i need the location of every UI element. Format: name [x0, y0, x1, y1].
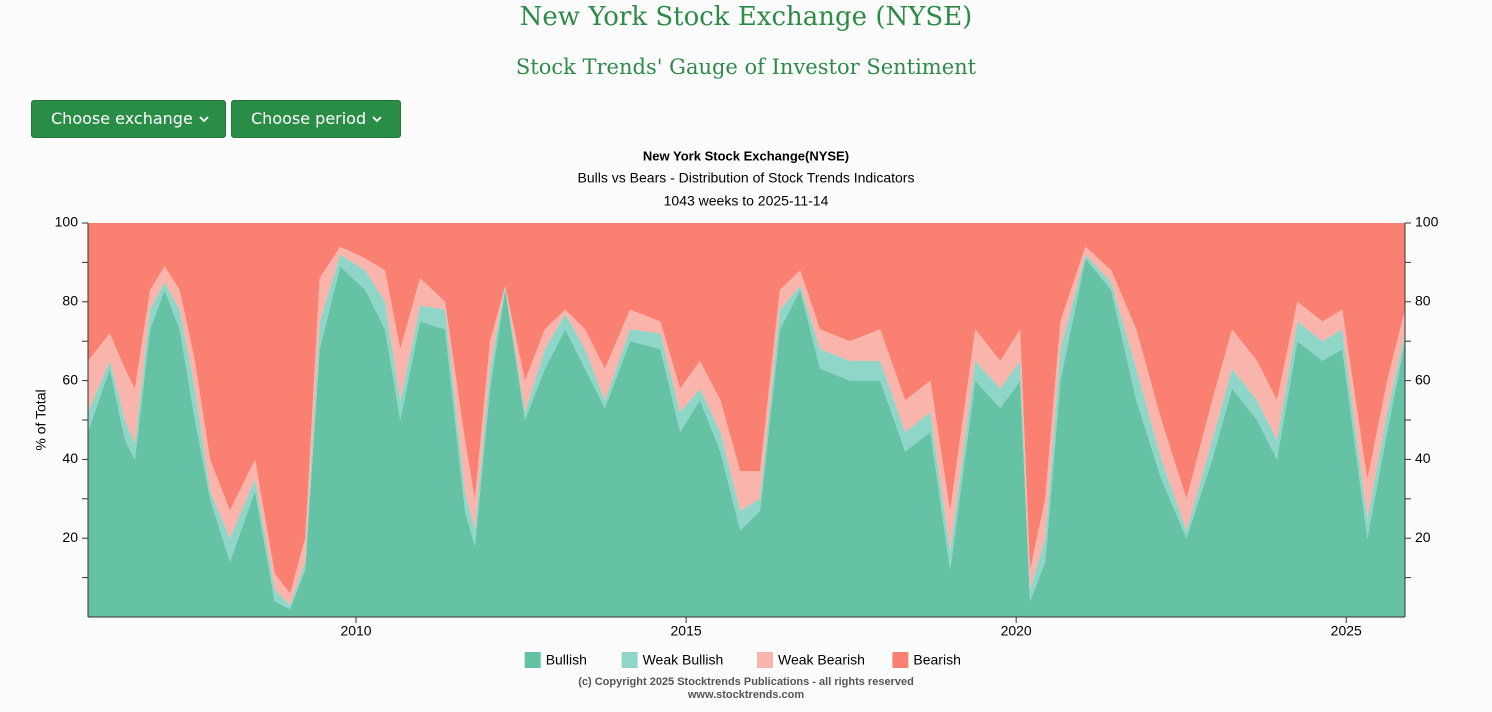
x-tick-label: 2025	[1331, 623, 1362, 639]
legend-item[interactable]: Bearish	[892, 652, 961, 668]
legend-item[interactable]: Weak Bullish	[621, 652, 724, 668]
y-axis-label: % of Total	[33, 389, 49, 450]
legend-item[interactable]: Bullish	[524, 652, 587, 668]
x-tick-label: 2010	[340, 623, 371, 639]
button-label: Choose exchange	[51, 109, 193, 128]
area	[88, 258, 1405, 617]
legend-label: Weak Bullish	[643, 652, 724, 668]
button-label: Choose period	[251, 109, 367, 128]
y2-tick-label: 20	[1415, 529, 1431, 545]
chevron	[372, 116, 382, 123]
copyright: (c) Copyright 2025 Stocktrends Publicati…	[578, 676, 914, 688]
y-tick-label: 40	[62, 450, 78, 466]
y2-tick-label: 80	[1415, 293, 1431, 309]
legend-swatch	[621, 652, 638, 668]
legend-label: Bearish	[913, 652, 960, 668]
page-subtitle: Stock Trends' Gauge of Investor Sentimen…	[515, 55, 977, 79]
y2-tick-label: 40	[1415, 450, 1431, 466]
chart-note: 1043 weeks to 2025-11-14	[664, 193, 829, 209]
legend-swatch	[757, 652, 773, 668]
page-title: New York Stock Exchange (NYSE)	[519, 2, 973, 32]
y-tick-label: 20	[62, 529, 78, 545]
y2-tick-label: 60	[1415, 371, 1431, 387]
legend-label: Weak Bearish	[778, 652, 865, 668]
x-tick-label: 2015	[671, 623, 702, 639]
legend-swatch	[524, 652, 541, 668]
y-tick-label: 100	[55, 214, 79, 230]
exchange-button[interactable]: Choose exchange	[31, 100, 226, 138]
website: www.stocktrends.com	[687, 689, 805, 701]
y-tick-label: 80	[62, 293, 78, 309]
x-tick-label: 2020	[1001, 623, 1032, 639]
period-button[interactable]: Choose period	[231, 100, 401, 138]
y-tick-label: 60	[62, 371, 78, 387]
chevron	[199, 116, 209, 123]
legend-item[interactable]: Weak Bearish	[757, 652, 865, 668]
legend-swatch	[892, 652, 909, 668]
area	[88, 223, 1405, 594]
y2-tick-label: 100	[1415, 214, 1439, 230]
chart-title: New York Stock Exchange(NYSE)	[643, 148, 849, 163]
chart-subtitle: Bulls vs Bears - Distribution of Stock T…	[578, 170, 915, 186]
legend-label: Bullish	[546, 652, 587, 668]
